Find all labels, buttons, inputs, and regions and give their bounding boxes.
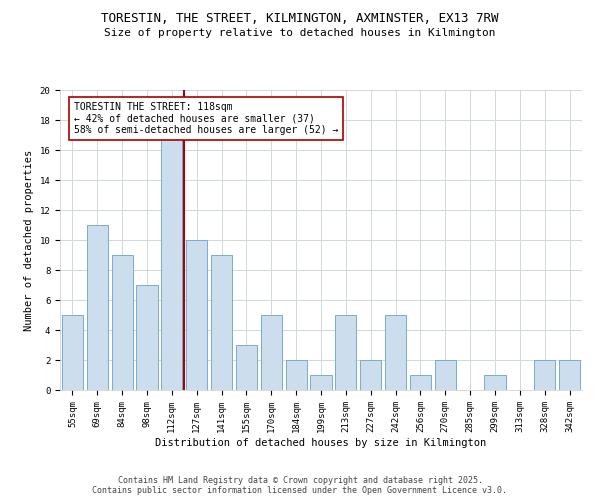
Bar [286, 360, 307, 390]
Bar [360, 360, 381, 390]
Bar [559, 360, 580, 390]
Bar [236, 345, 257, 390]
Bar [161, 105, 182, 390]
Bar [211, 255, 232, 390]
Bar [112, 255, 133, 390]
Text: Size of property relative to detached houses in Kilmington: Size of property relative to detached ho… [104, 28, 496, 38]
Bar [62, 315, 83, 390]
Bar [410, 375, 431, 390]
Y-axis label: Number of detached properties: Number of detached properties [24, 150, 34, 330]
Bar [186, 240, 207, 390]
Text: TORESTIN THE STREET: 118sqm
← 42% of detached houses are smaller (37)
58% of sem: TORESTIN THE STREET: 118sqm ← 42% of det… [74, 102, 338, 135]
Bar [136, 285, 158, 390]
Bar [534, 360, 555, 390]
X-axis label: Distribution of detached houses by size in Kilmington: Distribution of detached houses by size … [155, 438, 487, 448]
Bar [87, 225, 108, 390]
Bar [435, 360, 456, 390]
Bar [484, 375, 506, 390]
Bar [310, 375, 332, 390]
Bar [261, 315, 282, 390]
Text: Contains HM Land Registry data © Crown copyright and database right 2025.
Contai: Contains HM Land Registry data © Crown c… [92, 476, 508, 495]
Bar [385, 315, 406, 390]
Text: TORESTIN, THE STREET, KILMINGTON, AXMINSTER, EX13 7RW: TORESTIN, THE STREET, KILMINGTON, AXMINS… [101, 12, 499, 26]
Bar [335, 315, 356, 390]
